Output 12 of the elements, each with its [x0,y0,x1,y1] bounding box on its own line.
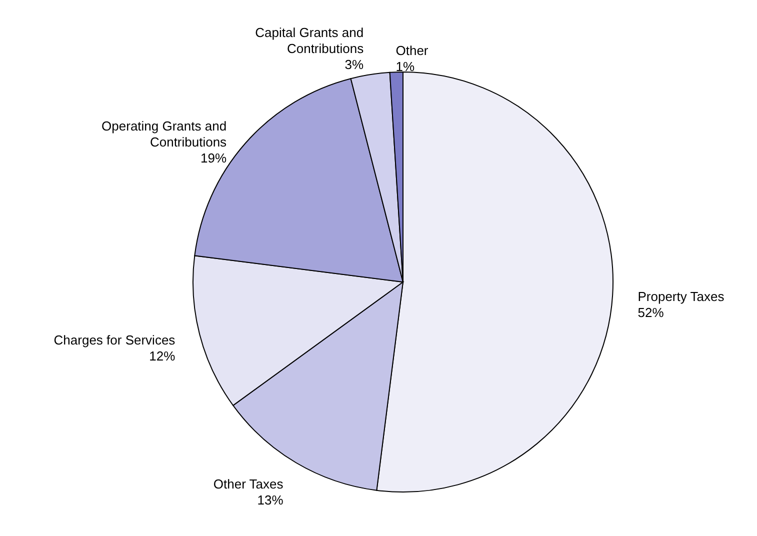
slice-label: Charges for Services [54,332,176,348]
data-label: 13% [257,492,284,508]
slice-label: Capital Grants and Contributions [255,25,364,56]
data-label: 12% [149,348,176,364]
slice-label: Other Taxes [213,476,284,492]
slice-label: Operating Grants and Contributions [102,118,228,150]
data-label: 1% [396,59,415,74]
data-label: 52% [638,304,664,320]
data-label: 19% [200,150,228,166]
data-label: 3% [344,57,364,72]
slice-label: Other [396,43,429,58]
slice-label: Property Taxes [638,288,725,304]
